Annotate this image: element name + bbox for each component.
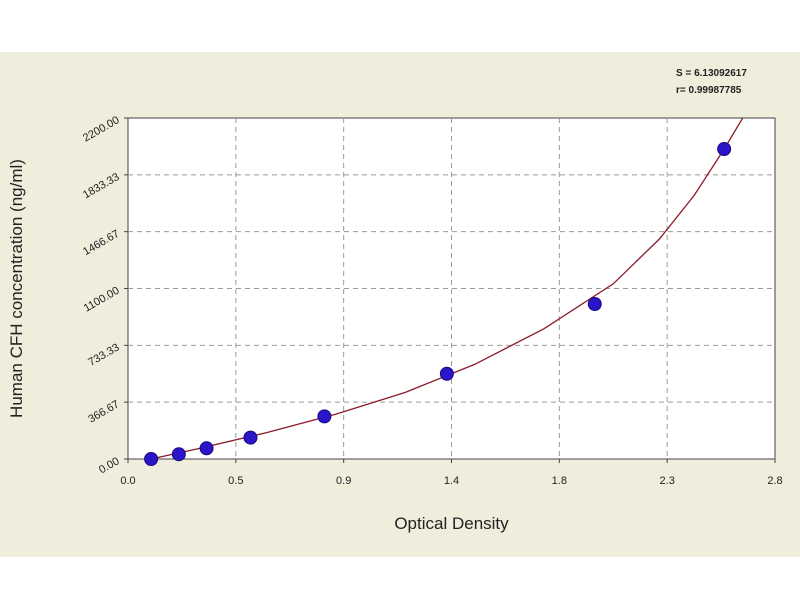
x-axis-title: Optical Density [394, 514, 509, 533]
data-point [243, 430, 258, 445]
y-tick-label: 0.00 [97, 455, 122, 476]
y-tick-label: 2200.00 [81, 114, 121, 144]
y-tick-label: 366.67 [86, 398, 121, 425]
data-point [717, 142, 732, 156]
y-tick-label: 1100.00 [82, 285, 122, 315]
chart: 0.0 0.5 0.9 1.4 1.8 2.3 2.8 0.00 366.67 733.33 110… [7, 68, 783, 533]
y-axis-title: Human CFH concentration (ng/ml) [7, 159, 26, 418]
data-point [171, 447, 186, 462]
x-tick-label: 2.8 [767, 475, 782, 487]
x-tick-label: 1.4 [444, 475, 459, 487]
data-point [439, 366, 454, 381]
x-tick-label: 0.9 [336, 475, 351, 487]
data-point [587, 297, 602, 311]
x-tick-label: 1.8 [552, 475, 567, 487]
y-tick-label: 1466.67 [81, 228, 121, 258]
data-point [199, 441, 214, 456]
x-tick-label: 2.3 [660, 475, 675, 487]
fit-stat-label: r= 0.99987785 [676, 85, 742, 96]
chart-panel: 0.0 0.5 0.9 1.4 1.8 2.3 2.8 0.00 366.67 733.33 110… [0, 52, 800, 557]
data-point [317, 409, 332, 424]
y-tick-label: 1833.33 [81, 171, 121, 201]
y-tick-label: 733.33 [86, 342, 121, 369]
x-tick-label: 0.0 [120, 475, 135, 487]
fit-stat-label: S = 6.13092617 [676, 68, 747, 79]
data-point [144, 452, 159, 466]
x-tick-label: 0.5 [228, 475, 243, 487]
